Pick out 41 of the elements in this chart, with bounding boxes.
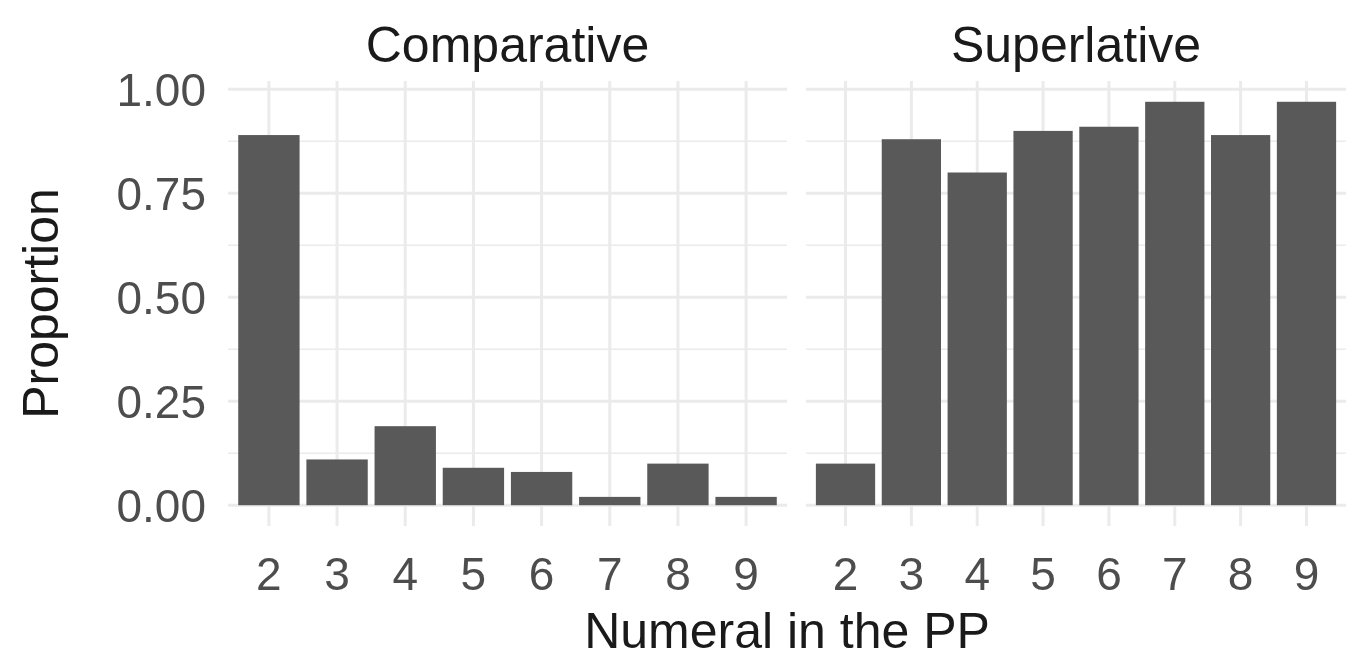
bar: [815, 463, 876, 506]
bar: [442, 467, 505, 506]
x-tick-label: 8: [665, 548, 691, 600]
chart-title: Superlative: [950, 17, 1202, 73]
bar: [1079, 126, 1139, 506]
bar: [306, 459, 368, 506]
bar: [647, 463, 709, 506]
bar: [510, 471, 573, 506]
x-tick-label: 7: [596, 548, 623, 600]
bar: [715, 496, 777, 506]
y-axis-title: Proportion: [13, 188, 69, 419]
x-tick-label: 8: [1227, 548, 1254, 600]
x-tick-label: 3: [898, 548, 925, 600]
x-tick-label: 6: [1096, 548, 1122, 600]
chart-title: Comparative: [365, 17, 650, 73]
y-tick-label: 1.00: [116, 63, 206, 116]
y-tick-label: 0.50: [116, 271, 206, 324]
x-axis-title: Numeral in the PP: [584, 603, 990, 657]
x-tick-label: 5: [1030, 548, 1056, 600]
x-tick-label: 3: [324, 548, 350, 600]
bar: [579, 496, 641, 506]
x-tick-label: 9: [1293, 548, 1320, 600]
y-tick-label: 0.75: [116, 167, 206, 220]
bar: [238, 135, 300, 506]
bar: [947, 172, 1007, 506]
y-tick-label: 0.00: [116, 479, 206, 532]
bar: [881, 139, 941, 506]
bar: [1013, 130, 1073, 506]
x-tick-label: 5: [460, 548, 487, 600]
bar: [1145, 101, 1205, 506]
x-tick-label: 4: [964, 548, 991, 600]
y-tick-label: 0.25: [116, 375, 206, 428]
bar: [374, 426, 436, 506]
bar: [1211, 135, 1271, 506]
x-tick-label: 9: [733, 548, 759, 600]
x-tick-label: 7: [1161, 548, 1188, 600]
x-tick-label: 2: [832, 548, 859, 600]
bar: [1276, 101, 1337, 506]
x-tick-label: 4: [392, 548, 419, 600]
x-tick-label: 2: [256, 548, 282, 600]
x-tick-label: 6: [528, 548, 555, 600]
